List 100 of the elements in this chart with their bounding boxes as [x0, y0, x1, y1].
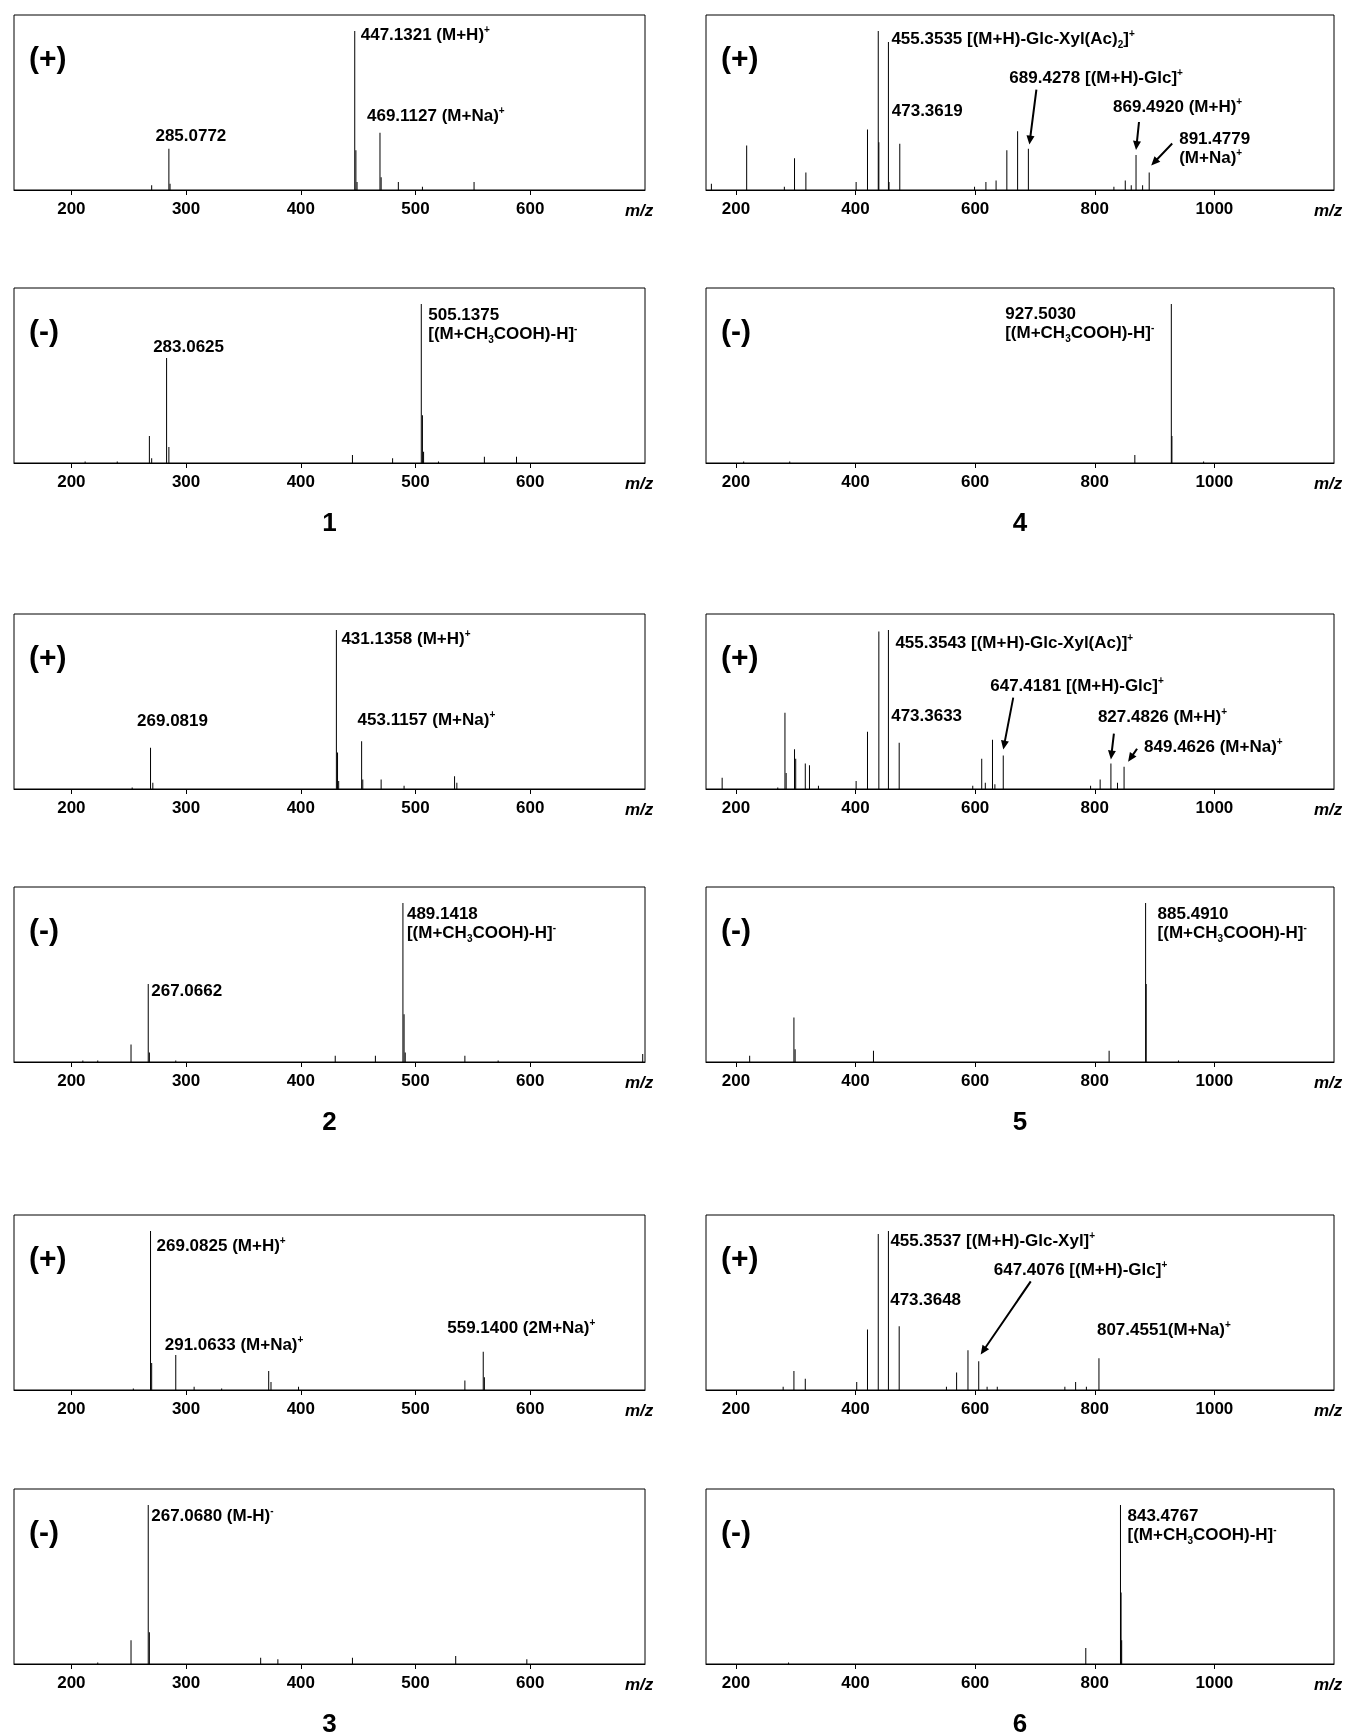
chart-title: (+)	[721, 40, 759, 74]
x-axis-title: m/z	[1314, 474, 1343, 493]
x-tick-label: 200	[721, 1399, 751, 1418]
x-tick-label: 500	[401, 199, 430, 218]
annotation: 285.0772	[155, 125, 227, 146]
chart-title: (+)	[29, 639, 67, 673]
annotation: 505.1375 [(M+CH$_{3}$COOH)-H]$^{-}$	[428, 304, 578, 346]
x-axis-title: m/z	[625, 201, 654, 220]
x-tick-label: 300	[171, 798, 201, 817]
x-axis-title: m/z	[1314, 1401, 1343, 1420]
annotation: 455.3543 [(M+H)-Glc-Xyl(Ac)]$^{+}$	[895, 632, 1134, 653]
x-tick-label: 400	[286, 199, 316, 218]
x-tick-label: 200	[721, 1673, 751, 1692]
text: 4	[1012, 507, 1028, 538]
annotation: 647.4181 [(M+H)-Glc]$^{+}$	[990, 674, 1164, 696]
chart-title: (-)	[29, 313, 59, 347]
x-tick-label: 200	[57, 1673, 86, 1692]
x-tick-label: 1000	[1195, 199, 1234, 218]
x-tick-label: 800	[1080, 199, 1109, 218]
chart-title: (-)	[721, 912, 751, 946]
x-tick-label: 200	[721, 1071, 751, 1090]
x-axis-title: m/z	[1314, 1675, 1343, 1694]
x-axis-title: m/z	[625, 800, 654, 819]
chart-title: (+)	[29, 1240, 67, 1274]
x-axis-title: m/z	[1314, 201, 1343, 220]
annotation: 489.1418 [(M+CH$_{3}$COOH)-H]$^{-}$	[406, 903, 557, 945]
x-tick-label: 600	[516, 199, 545, 218]
x-tick-label: 600	[960, 1399, 990, 1418]
x-tick-label: 500	[401, 472, 430, 491]
x-axis-title: m/z	[625, 1073, 654, 1092]
x-tick-label: 200	[721, 798, 751, 817]
x-tick-label: 200	[57, 1071, 86, 1090]
x-tick-label: 800	[1080, 1399, 1109, 1418]
x-tick-label: 600	[516, 1399, 545, 1418]
annotation: 291.0633 (M+Na)$^{+}$	[164, 1334, 304, 1355]
annotation: 267.0680 (M-H)$^{-}$	[151, 1505, 274, 1526]
annotation: 469.1127 (M+Na)$^{+}$	[366, 105, 505, 126]
x-tick-label: 200	[57, 199, 86, 218]
x-tick-label: 600	[960, 199, 990, 218]
annotation: 927.5030 [(M+CH$_{3}$COOH)-H]$^{-}$	[1005, 303, 1155, 345]
text: 3	[322, 1708, 337, 1735]
x-tick-label: 300	[171, 472, 201, 491]
chart-title: (-)	[29, 912, 59, 946]
text: 6	[1012, 1708, 1028, 1735]
x-tick-label: 600	[960, 1071, 990, 1090]
annotation: 689.4278 [(M+H)-Glc]$^{+}$	[1009, 66, 1183, 88]
annotation: 827.4826 (M+H)$^{+}$	[1097, 705, 1228, 727]
annotation: 453.1157 (M+Na)$^{+}$	[357, 709, 496, 730]
x-tick-label: 500	[401, 798, 430, 817]
x-tick-label: 400	[286, 1071, 316, 1090]
annotation: 869.4920 (M+H)$^{+}$	[1113, 96, 1243, 117]
annotation: 647.4076 [(M+H)-Glc]$^{+}$	[993, 1259, 1168, 1280]
x-tick-label: 400	[841, 1071, 870, 1090]
x-tick-label: 800	[1080, 1673, 1109, 1692]
x-tick-label: 200	[721, 472, 751, 491]
annotation: 473.3619	[891, 100, 963, 121]
x-tick-label: 400	[841, 199, 870, 218]
annotation: 473.3633	[891, 705, 963, 726]
chart-title: (+)	[29, 40, 67, 74]
x-tick-label: 200	[721, 199, 751, 218]
annotation: 269.0819	[137, 710, 208, 731]
chart-title: (-)	[29, 1514, 59, 1548]
x-tick-label: 400	[286, 1673, 316, 1692]
x-tick-label: 800	[1080, 472, 1109, 491]
x-tick-label: 200	[57, 1399, 86, 1418]
x-tick-label: 1000	[1195, 472, 1234, 491]
x-axis-title: m/z	[1314, 1073, 1343, 1092]
x-tick-label: 500	[401, 1071, 430, 1090]
x-tick-label: 1000	[1195, 798, 1234, 817]
x-tick-label: 300	[171, 1673, 201, 1692]
x-tick-label: 400	[841, 472, 870, 491]
x-tick-label: 500	[401, 1673, 430, 1692]
x-tick-label: 400	[286, 1399, 316, 1418]
annotation: 455.3535 [(M+H)-Glc-Xyl(Ac)$_{2}$]$^{+}$	[891, 28, 1135, 51]
chart-title: (-)	[721, 1514, 751, 1548]
text: 2	[322, 1106, 337, 1137]
x-axis-title: m/z	[1314, 800, 1343, 819]
x-tick-label: 400	[286, 472, 316, 491]
x-tick-label: 800	[1080, 1071, 1109, 1090]
x-tick-label: 400	[286, 798, 316, 817]
x-tick-label: 1000	[1195, 1071, 1234, 1090]
text: 1	[322, 507, 337, 538]
annotation: 431.1358 (M+H)$^{+}$	[341, 628, 471, 649]
annotation: 267.0662	[151, 981, 223, 1001]
annotation: 885.4910 [(M+CH$_{3}$COOH)-H]$^{-}$	[1157, 903, 1307, 945]
x-tick-label: 200	[57, 798, 86, 817]
annotation: 473.3648	[890, 1290, 962, 1310]
annotation: 843.4767 [(M+CH$_{3}$COOH)-H]$^{-}$	[1127, 1505, 1277, 1547]
x-tick-label: 200	[57, 472, 86, 491]
annotation: 849.4626 (M+Na)$^{+}$	[1144, 736, 1283, 757]
chart-title: (+)	[721, 639, 759, 673]
x-tick-label: 600	[516, 472, 545, 491]
x-tick-label: 400	[841, 798, 870, 817]
x-tick-label: 300	[171, 1399, 201, 1418]
x-tick-label: 600	[516, 1071, 545, 1090]
annotation: 807.4551(M+Na)$^{+}$	[1096, 1319, 1231, 1340]
x-tick-label: 1000	[1195, 1673, 1234, 1692]
x-axis-title: m/z	[625, 1401, 654, 1420]
x-tick-label: 600	[960, 472, 990, 491]
annotation: 455.3537 [(M+H)-Glc-Xyl]$^{+}$	[890, 1230, 1096, 1251]
